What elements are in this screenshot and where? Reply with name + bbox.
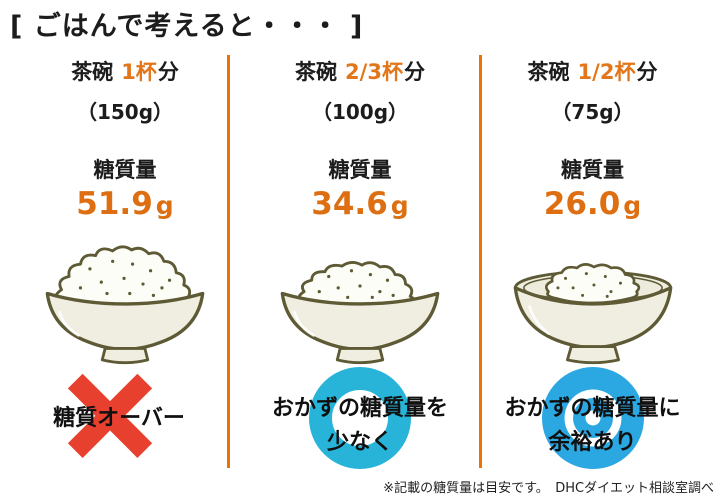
serving-prefix: 茶碗 xyxy=(295,60,338,84)
sugar-amount-value: 26.0 g xyxy=(490,186,695,222)
verdict-area: 糖質オーバー xyxy=(25,364,225,476)
sugar-amount-value: 51.9 g xyxy=(25,186,225,222)
sugar-amount-label: 糖質量 xyxy=(561,158,624,182)
circle-mark-icon xyxy=(308,366,412,474)
sugar-value-unit: g xyxy=(390,191,409,220)
serving-size-heading: 茶碗 2/3杯分 xyxy=(258,56,462,86)
rice-bowl-two-thirds-icon xyxy=(270,240,450,366)
serving-suffix: 分 xyxy=(157,60,179,84)
serving-amount: 2/3杯 xyxy=(345,60,403,84)
sugar-value-number: 34.6 xyxy=(311,186,388,222)
portion-column-half: 茶碗 1/2杯分 （75g） 糖質量 26.0 g xyxy=(490,0,695,500)
serving-prefix: 茶碗 xyxy=(71,60,114,84)
verdict-label-line1: おかずの糖質量に xyxy=(504,396,681,421)
serving-suffix: 分 xyxy=(636,60,658,84)
source-footnote: ※記載の糖質量は目安です。 DHCダイエット相談室調べ xyxy=(383,481,714,496)
serving-size-heading: 茶碗 1/2杯分 xyxy=(490,56,695,86)
sugar-amount-label: 糖質量 xyxy=(328,158,392,182)
column-divider xyxy=(479,55,482,468)
serving-prefix: 茶碗 xyxy=(527,60,570,84)
verdict-label-line1: おかずの糖質量を xyxy=(271,396,448,421)
verdict-label: 糖質オーバー xyxy=(53,406,185,431)
page-title: [ ごはんで考えると・・・ ] xyxy=(10,11,364,42)
verdict-label-line2: 余裕あり xyxy=(548,430,637,455)
double-circle-mark-icon xyxy=(541,366,645,474)
verdict-label-line2: 少なく xyxy=(326,430,393,455)
column-divider xyxy=(227,55,230,468)
sugar-amount-value: 34.6 g xyxy=(258,186,462,222)
serving-amount: 1/2杯 xyxy=(577,60,636,84)
cross-mark-icon xyxy=(58,364,162,472)
portion-column-two-thirds: 茶碗 2/3杯分 （100g） 糖質量 34.6 g xyxy=(258,0,462,500)
verdict-area: おかずの糖質量に 余裕あり xyxy=(490,364,695,476)
portion-column-full: 茶碗 1杯分 （150g） 糖質量 51.9 g xyxy=(25,0,225,500)
rice-bowl-full-icon xyxy=(35,240,215,366)
sugar-value-number: 26.0 xyxy=(543,186,621,222)
serving-weight: （150g） xyxy=(76,100,174,124)
serving-weight: （100g） xyxy=(311,100,409,124)
serving-suffix: 分 xyxy=(403,60,425,84)
rice-bowl-half-icon xyxy=(503,240,683,366)
sugar-amount-label: 糖質量 xyxy=(93,158,157,182)
sugar-value-unit: g xyxy=(623,191,642,220)
serving-size-heading: 茶碗 1杯分 xyxy=(25,56,225,86)
serving-weight: （75g） xyxy=(551,100,634,124)
verdict-area: おかずの糖質量を 少なく xyxy=(258,364,462,476)
sugar-value-unit: g xyxy=(155,191,174,220)
sugar-value-number: 51.9 xyxy=(76,186,153,222)
serving-amount: 1杯 xyxy=(121,60,157,84)
